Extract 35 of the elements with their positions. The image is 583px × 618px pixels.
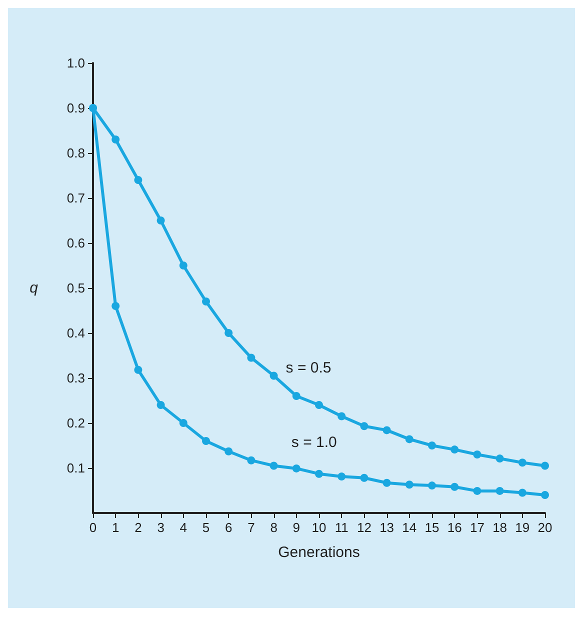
x-tick-label: 15 bbox=[424, 520, 440, 535]
y-axis-title: q bbox=[30, 280, 39, 296]
x-axis-title: Generations bbox=[278, 544, 360, 561]
x-tick-label: 6 bbox=[224, 520, 232, 535]
x-tick-label: 5 bbox=[202, 520, 210, 535]
x-tick-label: 19 bbox=[515, 520, 530, 535]
annotation: s = 0.5 bbox=[286, 359, 332, 376]
x-tick-label: 4 bbox=[180, 520, 188, 535]
x-tick-label: 9 bbox=[292, 520, 300, 535]
x-tick-label: 20 bbox=[538, 520, 552, 535]
x-tick-label: 18 bbox=[492, 520, 508, 535]
y-tick-label: 0.5 bbox=[66, 280, 85, 296]
x-tick-label: 11 bbox=[334, 520, 348, 535]
y-tick-label: 0.2 bbox=[66, 416, 85, 430]
x-tick-label: 16 bbox=[447, 520, 462, 535]
x-tick-label: 2 bbox=[134, 520, 142, 535]
x-tick-label: 0 bbox=[89, 520, 97, 535]
y-tick-label: 0.4 bbox=[66, 326, 85, 340]
y-tick-label: 0.8 bbox=[66, 146, 85, 160]
x-tick-label: 17 bbox=[470, 520, 484, 535]
x-tick-label: 12 bbox=[356, 520, 372, 535]
x-tick-label: 1 bbox=[112, 520, 120, 535]
y-tick-label: 0.7 bbox=[66, 190, 85, 206]
y-tick-label: 1.0 bbox=[66, 56, 85, 70]
y-tick-label: 0.9 bbox=[66, 100, 85, 116]
x-tick-label: 10 bbox=[312, 520, 326, 535]
y-tick-label: 0.1 bbox=[66, 460, 85, 476]
x-tick-label: 8 bbox=[270, 520, 278, 535]
x-tick-label: 3 bbox=[157, 520, 164, 535]
x-tick-label: 13 bbox=[380, 520, 394, 535]
x-tick-label: 7 bbox=[248, 520, 255, 535]
x-tick-label: 14 bbox=[402, 520, 417, 535]
y-tick-label: 0.6 bbox=[66, 236, 85, 250]
annotation: s = 1.0 bbox=[291, 434, 337, 451]
y-tick-label: 0.3 bbox=[66, 370, 85, 386]
